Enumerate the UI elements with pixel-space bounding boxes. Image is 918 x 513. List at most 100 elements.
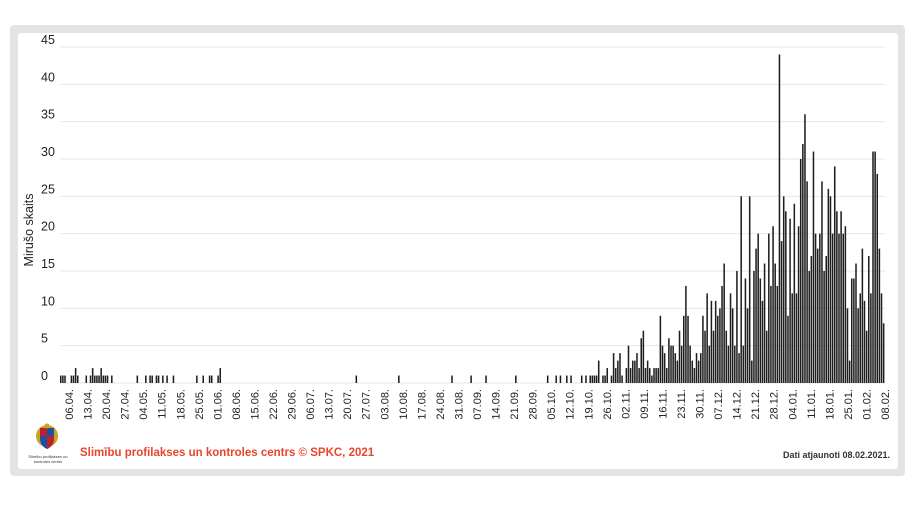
- bar: [861, 248, 864, 383]
- x-tick-label: 01.06.: [212, 389, 224, 420]
- bar: [855, 263, 857, 383]
- bar: [157, 375, 160, 383]
- bar: [785, 211, 787, 383]
- bar: [867, 256, 870, 383]
- bar: [870, 293, 872, 383]
- bar: [685, 285, 687, 383]
- bar: [166, 375, 168, 383]
- y-tick-label: 40: [41, 70, 55, 84]
- bar: [806, 181, 808, 383]
- x-tick-label: 20.07.: [342, 389, 354, 420]
- bar: [631, 360, 634, 383]
- bar: [614, 368, 617, 383]
- bar: [597, 360, 600, 383]
- bar: [85, 375, 88, 383]
- y-tick-label: 20: [41, 220, 55, 234]
- bar: [145, 375, 147, 383]
- bar: [559, 375, 562, 383]
- x-tick-label: 23.11.: [676, 389, 688, 419]
- bar: [355, 375, 358, 383]
- bar: [787, 315, 789, 383]
- bar: [765, 330, 768, 383]
- bar: [757, 233, 759, 383]
- bar: [451, 375, 453, 383]
- bar: [751, 360, 753, 383]
- x-tick-label: 14.12.: [732, 389, 744, 420]
- bar: [700, 353, 702, 383]
- bar: [60, 375, 62, 383]
- x-tick-label: 02.11.: [620, 389, 632, 419]
- x-tick-label: 11.05.: [157, 389, 169, 419]
- bar: [689, 345, 691, 383]
- x-tick-label: 18.05.: [175, 389, 187, 420]
- bar: [210, 375, 213, 383]
- x-tick-label: 28.09.: [528, 389, 540, 420]
- bar: [670, 345, 672, 383]
- y-tick-label: 5: [41, 332, 48, 346]
- grid-lines: [60, 46, 885, 384]
- bar: [874, 151, 876, 383]
- bar: [736, 271, 738, 383]
- bar: [710, 300, 713, 383]
- bar: [725, 330, 728, 383]
- x-tick-label: 03.08.: [379, 389, 391, 420]
- bar: [593, 375, 596, 383]
- bar: [62, 375, 64, 383]
- bar: [617, 360, 619, 383]
- x-axis-ticks: 06.04. 13.04. 20.04. 27.04. 04.05. 11.05. 18.0…: [64, 389, 892, 420]
- y-axis-label: Mirušo skaits: [22, 194, 36, 267]
- bar: [570, 375, 572, 383]
- bar: [833, 166, 836, 383]
- bar: [678, 330, 681, 383]
- x-tick-label: 19.10.: [583, 389, 595, 420]
- bar: [695, 353, 698, 383]
- bar: [91, 368, 94, 383]
- bar: [880, 293, 883, 383]
- bar: [746, 308, 749, 383]
- bar: [691, 360, 694, 383]
- bar: [772, 226, 774, 383]
- bar: [659, 315, 662, 383]
- x-tick-label: 10.08.: [398, 389, 410, 420]
- bar: [717, 315, 719, 383]
- bar: [196, 375, 198, 383]
- bar: [840, 211, 842, 383]
- bar: [644, 368, 647, 383]
- bar: [876, 173, 879, 383]
- bar: [89, 375, 92, 383]
- bar: [619, 353, 621, 383]
- x-tick-label: 28.12.: [769, 389, 781, 420]
- bar: [768, 233, 770, 383]
- bar: [859, 293, 862, 383]
- x-tick-label: 15.06.: [250, 389, 262, 420]
- bar: [655, 368, 657, 383]
- x-tick-label: 11.01.: [806, 389, 818, 419]
- bar: [674, 353, 677, 383]
- bar: [665, 368, 668, 383]
- bar: [827, 188, 830, 383]
- bar: [566, 375, 568, 383]
- bar: [721, 285, 723, 383]
- bar: [795, 293, 798, 383]
- bar: [162, 375, 164, 383]
- bar: [515, 375, 517, 383]
- bar: [72, 375, 75, 383]
- bar: [64, 375, 66, 383]
- y-tick-label: 25: [41, 182, 55, 196]
- bar: [74, 368, 77, 383]
- x-tick-label: 29.06.: [287, 389, 299, 420]
- bar: [555, 375, 557, 383]
- x-tick-label: 26.10.: [602, 389, 614, 420]
- bar: [136, 375, 139, 383]
- x-tick-label: 05.10.: [546, 389, 558, 420]
- bar: [850, 278, 853, 383]
- bar: [208, 375, 211, 383]
- bars: [60, 54, 885, 383]
- bar: [96, 375, 98, 383]
- bar: [804, 114, 806, 383]
- x-tick-label: 27.07.: [361, 389, 373, 420]
- bar: [848, 360, 851, 383]
- bar: [770, 285, 772, 383]
- bar: [602, 375, 604, 383]
